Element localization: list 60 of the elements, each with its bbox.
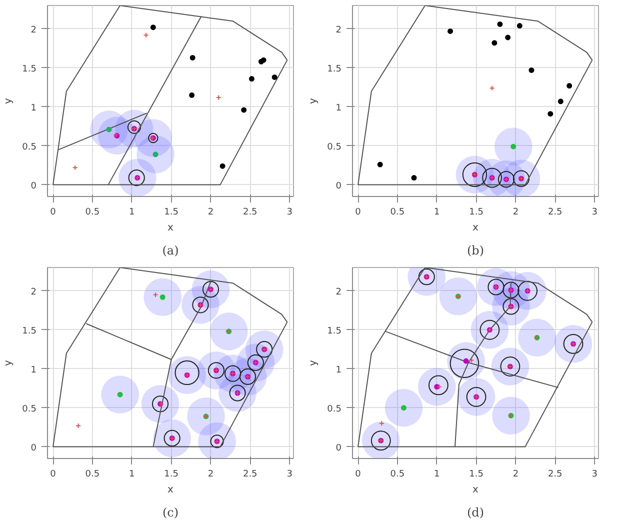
y-tick-label: 2 bbox=[30, 287, 37, 298]
x-tick-label: 1 bbox=[434, 470, 440, 480]
x-axis-title: x bbox=[472, 484, 479, 496]
x-tick-label: 1.5 bbox=[164, 470, 178, 480]
y-axis-title: y bbox=[308, 98, 320, 104]
x-tick-label: 1.5 bbox=[164, 208, 178, 218]
y-tick-label: 0 bbox=[30, 443, 37, 454]
text: (a) bbox=[162, 244, 179, 258]
y-tick-label: 0 bbox=[30, 181, 37, 192]
x-tick-label: 0.5 bbox=[390, 470, 405, 480]
text: (d) bbox=[466, 506, 484, 520]
y-tick-label: 0.5 bbox=[327, 142, 342, 152]
x-tick-label: 2 bbox=[208, 208, 214, 218]
x-tick-label: 3 bbox=[592, 208, 598, 218]
x-tick-label: 1.5 bbox=[469, 208, 484, 218]
text: (c) bbox=[162, 506, 179, 520]
x-tick-label: 2 bbox=[208, 470, 214, 480]
x-tick-label: 1 bbox=[434, 208, 440, 218]
x-tick-label: 0.5 bbox=[85, 208, 100, 218]
y-tick-label: 1.5 bbox=[22, 64, 37, 74]
y-tick-label: 1 bbox=[30, 365, 37, 376]
y-axis-title: y bbox=[3, 360, 14, 366]
x-tick-label: 0.5 bbox=[85, 470, 100, 480]
y-tick-label: 2 bbox=[30, 25, 37, 36]
x-tick-label: 2 bbox=[512, 470, 519, 480]
y-tick-label: 0.5 bbox=[22, 404, 37, 414]
y-tick-label: 0 bbox=[336, 181, 342, 192]
x-tick-label: 2 bbox=[512, 208, 519, 218]
y-tick-label: 1.5 bbox=[327, 326, 342, 336]
y-tick-label: 1 bbox=[30, 103, 37, 114]
y-tick-label: 0.5 bbox=[327, 404, 342, 414]
y-tick-label: 2 bbox=[336, 25, 342, 36]
y-tick-label: 1 bbox=[336, 365, 342, 376]
x-tick-label: 0 bbox=[355, 208, 362, 218]
x-tick-label: 3 bbox=[592, 470, 598, 480]
x-axis-title: x bbox=[168, 484, 174, 496]
x-tick-label: 0 bbox=[50, 208, 56, 218]
x-tick-label: 2.5 bbox=[548, 208, 562, 218]
x-tick-label: 0 bbox=[50, 470, 56, 480]
y-tick-label: 1.5 bbox=[22, 326, 37, 336]
y-tick-label: 0.5 bbox=[22, 142, 37, 152]
y-tick-label: 1.5 bbox=[327, 64, 342, 74]
x-axis-title: x bbox=[472, 222, 479, 234]
x-tick-label: 0 bbox=[355, 470, 362, 480]
x-tick-label: 3 bbox=[286, 470, 292, 480]
x-tick-label: 2.5 bbox=[242, 470, 258, 480]
y-tick-label: 1 bbox=[336, 103, 342, 114]
x-axis-title: x bbox=[168, 222, 174, 234]
text: (b) bbox=[466, 244, 484, 258]
x-tick-label: 1 bbox=[129, 470, 135, 480]
y-tick-label: 2 bbox=[336, 287, 342, 298]
y-axis-title: y bbox=[308, 360, 320, 366]
x-tick-label: 2.5 bbox=[242, 208, 258, 218]
x-tick-label: 2.5 bbox=[548, 470, 562, 480]
y-axis-title: y bbox=[3, 98, 14, 104]
y-tick-label: 0 bbox=[336, 443, 342, 454]
x-tick-label: 1 bbox=[129, 208, 135, 218]
x-tick-label: 1.5 bbox=[469, 470, 484, 480]
x-tick-label: 0.5 bbox=[390, 208, 405, 218]
x-tick-label: 3 bbox=[286, 208, 292, 218]
